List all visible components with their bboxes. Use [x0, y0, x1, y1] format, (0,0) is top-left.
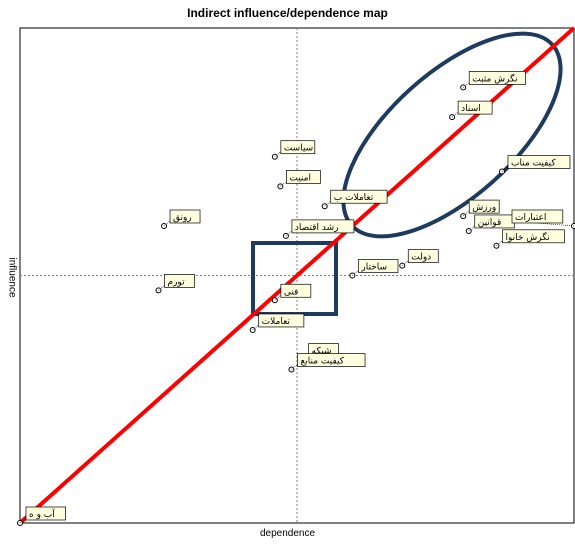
- data-point: سیاست: [271, 140, 316, 160]
- data-point: فنی: [271, 283, 312, 304]
- point-label-box: [25, 506, 66, 521]
- point-label-box: [280, 283, 312, 298]
- point-leader: [252, 324, 259, 331]
- x-axis-label: dependence: [259, 528, 316, 539]
- data-point: تورم: [155, 274, 195, 294]
- point-leader: [291, 364, 298, 370]
- point-label-box: [291, 219, 355, 234]
- point-leader: [451, 111, 459, 118]
- data-point: رشد اقتصاد: [282, 219, 355, 239]
- data-point: آب و ه: [17, 506, 66, 526]
- point-label: شبکه: [312, 347, 332, 357]
- data-point: دولت: [399, 249, 439, 269]
- point-label-box: [407, 249, 439, 263]
- point-leader: [274, 295, 282, 301]
- point-label: سیاست: [284, 144, 313, 154]
- point-label: نگرش خانوا: [505, 231, 549, 243]
- point-label-box: [502, 229, 565, 244]
- point-label-box: [507, 155, 571, 169]
- point-leader: [402, 260, 409, 266]
- data-point: ورزش: [460, 199, 500, 220]
- data-point: ساختار: [349, 259, 399, 279]
- data-point: اسناد: [449, 100, 493, 121]
- point-label: ساختار: [360, 263, 387, 273]
- point-label-box: [258, 313, 305, 328]
- data-point: نگرش مثبت: [460, 71, 526, 91]
- point-leader: [280, 181, 287, 187]
- data-point: نگرش خانوا: [493, 229, 565, 249]
- point-leader: [352, 270, 359, 276]
- point-label: دولت: [411, 253, 431, 263]
- point-label-box: [511, 209, 564, 224]
- point-label-box: [297, 353, 366, 367]
- point-label-box: [468, 199, 500, 214]
- point-label: کیفیت منابع: [300, 357, 344, 367]
- point-leader: [496, 240, 503, 247]
- point-leader: [324, 200, 331, 207]
- point-label: آب و ه: [29, 508, 55, 520]
- point-label: فنی: [284, 287, 299, 297]
- chart-title: Indirect influence/dependence map: [187, 6, 388, 20]
- point-label: رونق: [173, 213, 192, 223]
- y-axis-label: influence: [6, 257, 18, 298]
- point-label: ورزش: [472, 203, 496, 213]
- point-leader: [463, 210, 470, 217]
- point-label: امنیت: [289, 173, 311, 183]
- data-point: کیفیت مناب: [498, 155, 571, 175]
- data-point: اعتبارات: [511, 209, 575, 229]
- point-leader: [468, 225, 475, 232]
- point-leader: [19, 517, 27, 524]
- data-point: رونق: [161, 209, 201, 229]
- data-point: کیفیت منابع: [288, 353, 366, 373]
- point-leader: [274, 151, 282, 157]
- point-label-box: [280, 140, 316, 155]
- point-label-box: [468, 71, 526, 85]
- point-leader: [163, 220, 171, 227]
- point-label: تعاملات: [262, 317, 291, 327]
- point-label: قوانین: [478, 218, 502, 228]
- point-label: اسناد: [461, 104, 481, 114]
- point-label: تعاملات ب: [334, 193, 374, 203]
- point-leader: [463, 82, 470, 88]
- point-label-box: [457, 100, 493, 115]
- point-leader: [285, 230, 293, 237]
- data-point: تعاملات: [249, 313, 305, 333]
- point-label: اعتبارات: [515, 213, 546, 223]
- point-leader: [511, 220, 575, 227]
- point-label-box: [330, 189, 388, 204]
- point-label: نگرش مثبت: [472, 72, 517, 84]
- point-label-box: [164, 274, 195, 288]
- point-label-box: [169, 209, 201, 224]
- point-label-box: [358, 259, 399, 273]
- point-label: تورم: [168, 277, 186, 287]
- data-point: امنیت: [277, 170, 321, 190]
- point-leader: [158, 285, 165, 291]
- point-label: کیفیت مناب: [511, 159, 556, 169]
- point-label: رشد اقتصاد: [295, 223, 339, 233]
- data-point: تعاملات ب: [321, 189, 388, 210]
- point-label-box: [286, 170, 321, 184]
- point-leader: [501, 166, 509, 172]
